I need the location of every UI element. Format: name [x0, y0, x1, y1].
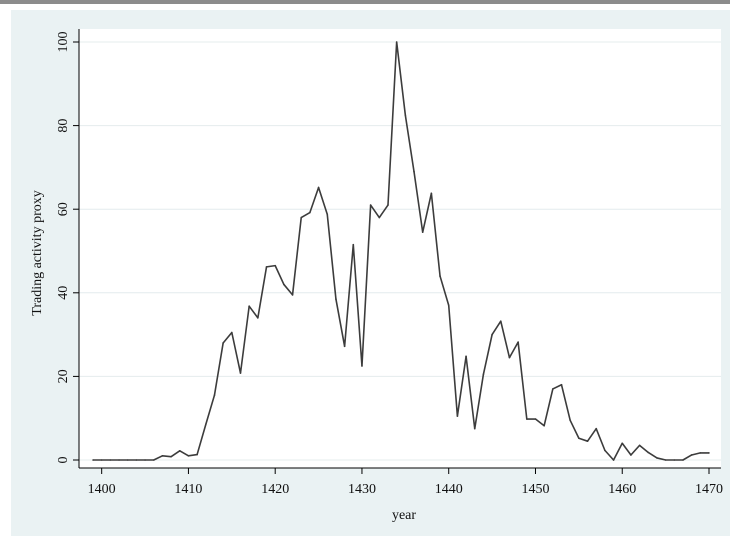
x-tick-label-1420: 1420 [261, 482, 289, 497]
data-point-1445 [491, 333, 493, 336]
data-point-1405 [144, 459, 146, 461]
data-point-1437 [421, 231, 424, 233]
data-point-1412 [204, 423, 207, 426]
x-tick-label-1400: 1400 [88, 482, 116, 497]
data-point-1399 [92, 459, 94, 461]
top-border [0, 0, 730, 4]
data-point-1463 [647, 451, 650, 454]
data-point-1431 [369, 204, 372, 206]
data-point-1454 [569, 419, 571, 422]
data-point-1447 [508, 356, 511, 359]
data-point-1403 [126, 459, 129, 461]
data-point-1465 [664, 459, 667, 461]
data-point-1422 [291, 294, 294, 296]
data-point-1466 [673, 459, 676, 461]
series-points [92, 41, 710, 461]
data-point-1415 [231, 331, 233, 334]
data-point-1423 [300, 216, 303, 219]
data-point-1408 [170, 455, 172, 458]
data-point-1449 [526, 418, 528, 420]
x-tick-label-1410: 1410 [174, 482, 202, 497]
data-point-1435 [404, 114, 407, 116]
data-point-1428 [343, 345, 346, 348]
y-tick-label-20: 20 [56, 369, 71, 383]
data-point-1464 [656, 457, 658, 459]
y-tick-label-100: 100 [56, 32, 71, 53]
data-point-1438 [430, 192, 433, 195]
data-point-1456 [586, 440, 589, 442]
x-tick-label-1450: 1450 [521, 482, 549, 497]
x-tick-label-1470: 1470 [695, 482, 723, 497]
data-point-1467 [682, 459, 684, 461]
data-point-1406 [152, 459, 155, 461]
data-point-1461 [630, 454, 632, 456]
y-tick-label-0: 0 [56, 457, 71, 464]
data-point-1469 [699, 452, 702, 454]
series-line [93, 41, 709, 461]
plot-area [79, 29, 721, 468]
data-point-1448 [517, 341, 519, 343]
data-point-1434 [395, 41, 398, 43]
data-point-1432 [378, 216, 381, 219]
data-point-1440 [447, 304, 450, 307]
data-point-1410 [187, 455, 190, 457]
data-point-1429 [352, 243, 355, 246]
data-point-1458 [604, 449, 606, 452]
x-axis-ticks: 1400 1410 1420 1430 1440 1450 1460 1470 [88, 468, 723, 497]
data-point-1452 [552, 388, 554, 390]
x-tick-label-1430: 1430 [348, 482, 376, 497]
data-point-1416 [239, 372, 242, 374]
data-point-1444 [482, 373, 485, 376]
data-point-1462 [638, 444, 641, 447]
data-point-1443 [473, 427, 476, 430]
data-point-1451 [543, 424, 545, 427]
data-point-1441 [456, 415, 459, 417]
data-point-1411 [196, 453, 198, 456]
data-point-1400 [100, 459, 103, 461]
data-point-1420 [274, 264, 277, 267]
data-point-1470 [708, 452, 710, 454]
data-point-1446 [499, 320, 502, 323]
data-point-1433 [387, 204, 389, 206]
data-point-1404 [135, 459, 138, 461]
y-axis-ticks: 0 20 40 60 80 100 [56, 32, 79, 464]
data-point-1436 [413, 170, 415, 173]
data-point-1457 [595, 427, 598, 430]
x-tick-label-1440: 1440 [435, 482, 463, 497]
data-point-1459 [612, 459, 615, 461]
data-point-1401 [109, 459, 112, 461]
data-point-1460 [621, 442, 624, 445]
data-point-1430 [361, 365, 363, 367]
data-point-1442 [465, 355, 467, 358]
data-point-1417 [248, 305, 250, 307]
data-point-1407 [161, 455, 164, 457]
data-point-1419 [265, 266, 268, 268]
data-point-1424 [309, 211, 311, 214]
data-point-1413 [213, 394, 216, 397]
x-axis-title: year [392, 508, 416, 523]
data-point-1409 [178, 450, 181, 452]
data-point-1450 [534, 418, 537, 420]
data-point-1414 [222, 342, 224, 344]
data-point-1439 [439, 275, 441, 277]
y-tick-label-40: 40 [56, 286, 71, 300]
x-tick-label-1460: 1460 [608, 482, 636, 497]
y-tick-label-60: 60 [56, 202, 71, 216]
data-point-1418 [257, 317, 259, 319]
data-point-1453 [560, 383, 563, 386]
data-point-1455 [578, 437, 580, 440]
y-tick-label-80: 80 [56, 119, 71, 133]
y-axis-title: Trading activity proxy [30, 190, 45, 315]
data-point-1426 [326, 213, 329, 216]
data-point-1421 [283, 283, 285, 286]
data-point-1425 [317, 186, 320, 189]
data-point-1468 [690, 454, 693, 456]
data-point-1402 [118, 459, 120, 461]
data-point-1427 [335, 298, 337, 300]
